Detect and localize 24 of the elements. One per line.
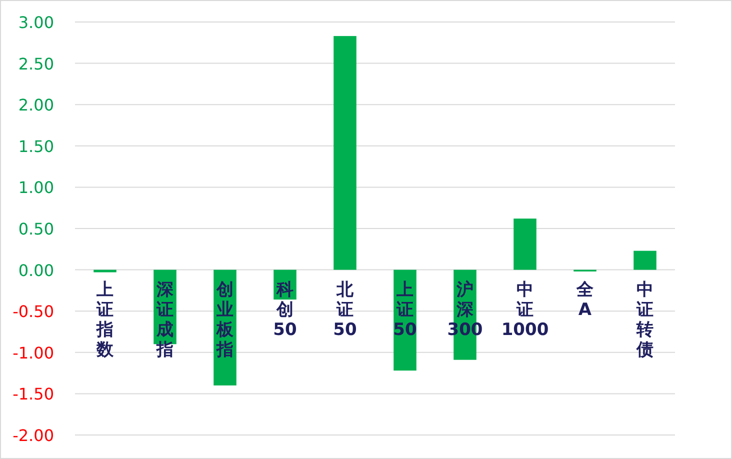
y-tick-label: 2.00	[18, 96, 54, 115]
y-tick-label: 0.00	[18, 260, 54, 280]
x-tick-label: 创业板指	[216, 280, 234, 360]
y-tick-label: -1.50	[12, 384, 54, 404]
y-tick-label: -0.50	[12, 302, 54, 322]
x-tick-label: 北证50	[333, 280, 357, 340]
bar	[94, 270, 116, 272]
y-tick-label: 2.50	[18, 54, 54, 74]
x-tick-label: 全A	[576, 280, 594, 320]
x-tick-label: 科创50	[273, 280, 297, 340]
y-tick-label: -1.00	[12, 343, 54, 362]
bar	[634, 250, 656, 270]
y-tick-label: -2.00	[12, 426, 54, 445]
x-tick-label: 上证指数	[96, 280, 114, 360]
y-tick-label: 1.50	[18, 136, 54, 156]
x-tick-label: 中证转债	[636, 280, 654, 360]
x-tick-label: 上证50	[393, 280, 417, 340]
y-tick-label: 1.00	[18, 178, 54, 198]
x-tick-label: 中证1000	[501, 280, 549, 340]
bar	[514, 218, 536, 270]
bar	[334, 36, 356, 270]
x-tick-label: 深证成指	[156, 280, 174, 360]
y-tick-label: 0.50	[18, 220, 54, 238]
y-tick-label: 3.00	[18, 13, 54, 32]
